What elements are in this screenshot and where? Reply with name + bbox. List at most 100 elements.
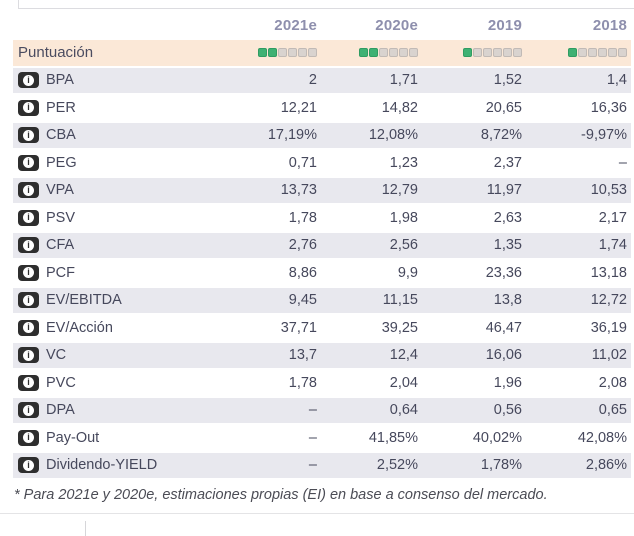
table-row: i Pay-Out – 41,85% 40,02% 42,08% (13, 425, 631, 453)
score-square-filled (359, 48, 368, 58)
info-icon-glyph: i (23, 267, 34, 279)
info-icon[interactable]: i (18, 347, 39, 364)
row-label-cell: i DPA (13, 402, 217, 419)
bottom-divider-line (0, 513, 634, 514)
info-icon-glyph: i (23, 184, 34, 196)
score-square-empty (493, 48, 502, 58)
row-label-cell: i BPA (13, 72, 217, 89)
value-cell-CFA-2020e: 2,56 (389, 237, 418, 254)
score-square-empty (598, 48, 607, 58)
value-cell-DPA-2021e: – (308, 402, 317, 419)
info-icon[interactable]: i (18, 127, 39, 144)
info-icon[interactable]: i (18, 402, 39, 419)
value-cell-PER-2021e: 12,21 (280, 99, 317, 116)
value-cell-BPA-2021e: 2 (308, 72, 317, 89)
row-label: EV/EBITDA (46, 292, 122, 309)
value-cell-EV/Acción-2019: 46,47 (485, 319, 522, 336)
value-cell-PCF-2019: 23,36 (485, 264, 522, 281)
score-square-empty (409, 48, 418, 58)
row-label-cell: i VPA (13, 182, 217, 199)
score-square-empty (473, 48, 482, 58)
info-icon-glyph: i (23, 157, 34, 169)
score-row-label: Puntuación (18, 44, 94, 62)
value-cell-EV/EBITDA-2021e: 9,45 (288, 292, 317, 309)
value-cell-PEG-2019: 2,37 (493, 154, 522, 171)
row-label: CFA (46, 237, 75, 254)
row-label: PEG (46, 154, 77, 171)
table-row: i DPA – 0,64 0,56 0,65 (13, 397, 631, 425)
info-icon[interactable]: i (18, 429, 39, 446)
row-label-cell: i PER (13, 99, 217, 116)
info-icon-glyph: i (23, 294, 34, 306)
value-cell-PER-2018: 16,36 (590, 99, 627, 116)
info-icon[interactable]: i (18, 99, 39, 116)
value-cell-VC-2020e: 12,4 (389, 347, 418, 364)
value-cell-DPA-2019: 0,56 (493, 402, 522, 419)
value-cell-PSV-2021e: 1,78 (288, 209, 317, 226)
row-label: Pay-Out (46, 429, 100, 446)
info-icon-glyph: i (23, 322, 34, 334)
row-label-cell: i Pay-Out (13, 429, 217, 446)
info-icon[interactable]: i (18, 457, 39, 474)
score-square-empty (483, 48, 492, 58)
table-row: i EV/Acción 37,71 39,25 46,47 36,19 (13, 315, 631, 343)
value-cell-CFA-2019: 1,35 (493, 237, 522, 254)
value-cell-EV/Acción-2020e: 39,25 (381, 319, 418, 336)
value-cell-CBA-2020e: 12,08% (368, 127, 418, 144)
info-icon[interactable]: i (18, 292, 39, 309)
row-label: Dividendo-YIELD (46, 457, 158, 474)
table-row: i EV/EBITDA 9,45 11,15 13,8 12,72 (13, 287, 631, 315)
score-square-empty (503, 48, 512, 58)
info-icon[interactable]: i (18, 72, 39, 89)
table-row: i PVC 1,78 2,04 1,96 2,08 (13, 370, 631, 398)
info-icon[interactable]: i (18, 154, 39, 171)
value-cell-BPA-2020e: 1,71 (389, 72, 418, 89)
score-square-empty (618, 48, 627, 58)
info-icon[interactable]: i (18, 374, 39, 391)
column-header-2021e: 2021e (274, 16, 317, 34)
value-cell-PVC-2020e: 2,04 (389, 374, 418, 391)
info-icon[interactable]: i (18, 319, 39, 336)
info-icon-glyph: i (23, 129, 34, 141)
value-cell-VPA-2021e: 13,73 (280, 182, 317, 199)
score-square-empty (308, 48, 317, 58)
score-indicator-2020e (321, 48, 422, 58)
value-cell-EV/EBITDA-2020e: 11,15 (382, 292, 418, 309)
score-square-empty (288, 48, 297, 58)
row-label: BPA (46, 72, 74, 89)
value-cell-BPA-2019: 1,52 (493, 72, 522, 89)
score-square-filled (463, 48, 472, 58)
column-header-2018: 2018 (592, 16, 627, 34)
column-header-2020e: 2020e (375, 16, 418, 34)
row-label: EV/Acción (46, 319, 113, 336)
score-indicator-2018 (526, 48, 631, 58)
value-cell-EV/EBITDA-2018: 12,72 (590, 292, 627, 309)
info-icon-glyph: i (23, 432, 34, 444)
value-cell-DPA-2020e: 0,64 (389, 402, 418, 419)
value-cell-PSV-2019: 2,63 (493, 209, 522, 226)
info-icon[interactable]: i (18, 209, 39, 226)
info-icon[interactable]: i (18, 237, 39, 254)
value-cell-PCF-2020e: 9,9 (397, 264, 418, 281)
table-row: i VPA 13,73 12,79 11,97 10,53 (13, 177, 631, 205)
row-label: PCF (46, 264, 75, 281)
table-row: i BPA 2 1,71 1,52 1,4 (13, 67, 631, 95)
score-square-filled (568, 48, 577, 58)
info-icon[interactable]: i (18, 264, 39, 281)
score-square-filled (369, 48, 378, 58)
row-label-cell: i CBA (13, 127, 217, 144)
row-label-cell: i VC (13, 347, 217, 364)
column-header-2019: 2019 (487, 16, 522, 34)
info-icon[interactable]: i (18, 182, 39, 199)
score-square-empty (513, 48, 522, 58)
score-square-empty (608, 48, 617, 58)
value-cell-EV/Acción-2018: 36,19 (590, 319, 627, 336)
valuation-metrics-table: 2021e 2020e 2019 2018 Puntuación i BPA 2 1,71 1… (13, 10, 631, 480)
value-cell-BPA-2018: 1,4 (606, 72, 627, 89)
row-label-cell: i PCF (13, 264, 217, 281)
score-indicator-2021e (217, 48, 321, 58)
value-cell-CBA-2021e: 17,19% (267, 127, 317, 144)
value-cell-Pay-Out-2020e: 41,85% (368, 429, 418, 446)
score-row: Puntuación (13, 40, 631, 68)
value-cell-Pay-Out-2019: 40,02% (472, 429, 522, 446)
